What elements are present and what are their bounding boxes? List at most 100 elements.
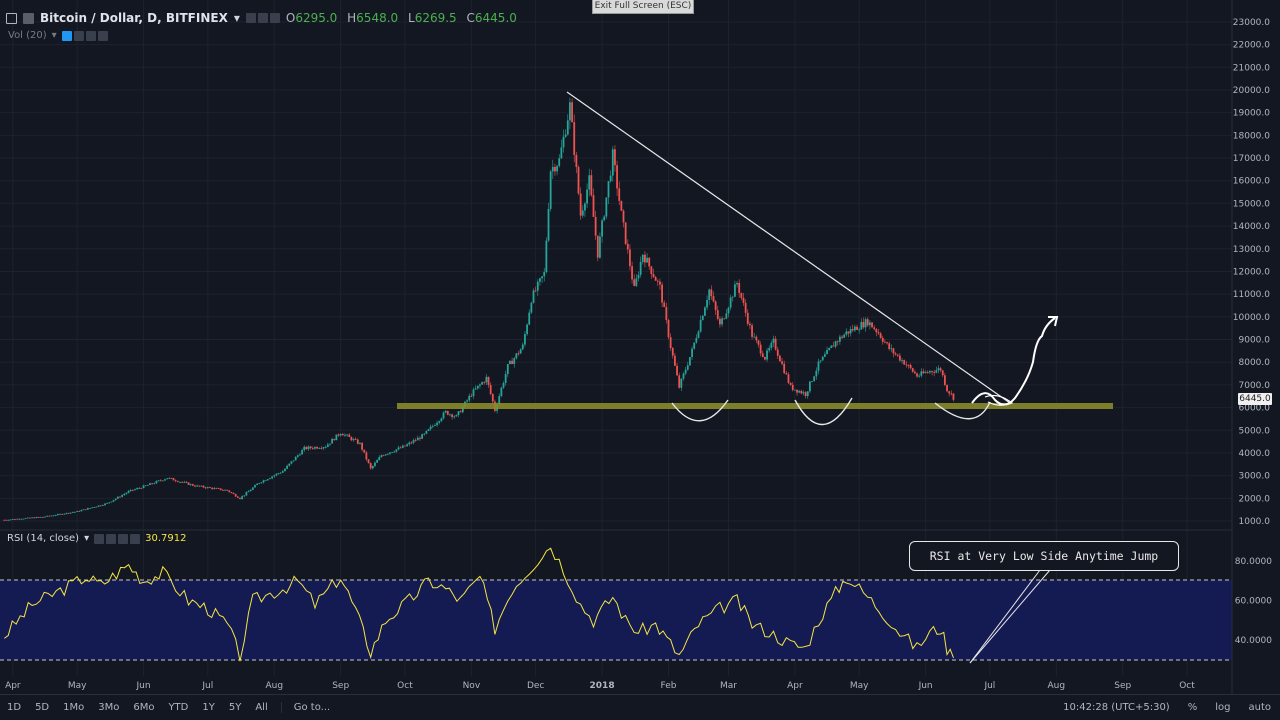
chevron-down-icon[interactable]: ▾ (51, 30, 57, 41)
ohlc-low-label: L (408, 11, 415, 25)
more-icon[interactable] (85, 30, 96, 41)
candle-body (639, 261, 642, 275)
candle-body (830, 345, 833, 349)
percent-toggle[interactable]: % (1187, 701, 1198, 713)
candle-body (504, 374, 507, 383)
candle-body (744, 302, 747, 313)
timeframe-5d[interactable]: 5D (35, 701, 50, 713)
close-icon[interactable] (130, 533, 141, 544)
candle-body (82, 509, 85, 511)
candle-body (401, 445, 404, 448)
timeframe-3mo[interactable]: 3Mo (98, 701, 120, 713)
candle-body (341, 434, 344, 436)
candle-body (536, 281, 539, 291)
chevron-down-icon[interactable]: ▾ (84, 533, 90, 544)
candle-body (461, 406, 464, 413)
eye-icon[interactable] (245, 13, 256, 23)
candle-body (419, 437, 421, 439)
ohlc-high-label: H (347, 11, 357, 25)
candle-body (753, 336, 756, 338)
candle-body (26, 517, 29, 519)
candle-body (686, 365, 689, 370)
candle-body (444, 410, 447, 413)
candle-body (474, 388, 477, 390)
candle-body (46, 515, 49, 517)
eye-icon[interactable] (61, 30, 72, 41)
candle-body (288, 463, 291, 466)
candle-body (875, 329, 878, 333)
settings-icon[interactable] (257, 13, 268, 23)
downtrend-line (566, 91, 1011, 404)
candle-body (37, 517, 40, 518)
close-icon[interactable] (97, 30, 108, 41)
candle-body (584, 203, 586, 211)
rsi-callout: RSI at Very Low Side Anytime Jump (909, 541, 1179, 571)
time-tick-label: Jul (201, 681, 213, 691)
candle-body (620, 200, 623, 211)
candle-body (815, 370, 818, 377)
checkbox-icon[interactable] (6, 12, 17, 24)
settings-icon[interactable] (73, 30, 84, 41)
candle-body (123, 493, 126, 496)
candle-body (710, 289, 713, 297)
time-tick-label: Apr (5, 681, 21, 691)
more-icon[interactable] (118, 533, 129, 544)
candle-body (911, 368, 914, 372)
candle-body (176, 481, 179, 482)
settings-icon[interactable] (106, 533, 117, 544)
time-tick-label: Sep (1114, 681, 1131, 691)
candle-body (307, 446, 310, 450)
candle-body (262, 480, 265, 483)
candle-body (622, 210, 625, 223)
candle-body (498, 395, 501, 405)
symbol-title[interactable]: Bitcoin / Dollar, D, BITFINEX (40, 11, 228, 25)
candle-body (324, 447, 327, 448)
candle-body (761, 353, 764, 357)
candle-body (395, 449, 398, 452)
candle-body (427, 429, 430, 431)
timeframe-all[interactable]: All (255, 701, 268, 713)
toolbar-right: 10:42:28 (UTC+5:30) % log auto (1054, 702, 1280, 713)
eye-icon[interactable] (94, 533, 105, 544)
timeframe-6mo[interactable]: 6Mo (133, 701, 155, 713)
candle-body (391, 452, 393, 453)
candle-body (101, 505, 104, 506)
candle-body (629, 249, 631, 267)
time-tick-label: Dec (527, 681, 544, 691)
candle-body (161, 480, 164, 482)
exit-fullscreen-button[interactable]: Exit Full Screen (ESC) (592, 0, 694, 14)
time-tick-label: May (68, 681, 87, 691)
candle-body (438, 421, 441, 423)
candle-body (935, 370, 938, 373)
candle-body (515, 353, 518, 359)
volume-label[interactable]: Vol (20) (8, 30, 47, 41)
candle-body (892, 348, 895, 354)
candle-body (183, 481, 186, 483)
timeframe-group: 1D 5D 1Mo 3Mo 6Mo YTD 1Y 5Y All (0, 702, 275, 713)
candle-body (839, 336, 841, 342)
candle-body (766, 350, 768, 360)
chevron-down-icon[interactable]: ▾ (233, 11, 240, 25)
candle-body (316, 446, 319, 449)
timeframe-1mo[interactable]: 1Mo (63, 701, 85, 713)
candle-body (110, 501, 113, 503)
goto-button[interactable]: Go to... (280, 701, 342, 713)
rsi-label[interactable]: RSI (14, close) (7, 533, 80, 544)
candle-body (320, 448, 323, 450)
timeframe-ytd[interactable]: YTD (168, 701, 189, 713)
price-tick-label: 13000.0 (1233, 245, 1270, 255)
more-icon[interactable] (269, 13, 280, 23)
timeframe-1d[interactable]: 1D (7, 701, 22, 713)
candle-body (11, 519, 14, 520)
candle-body (749, 323, 751, 326)
time-tick-label: Jul (983, 681, 995, 691)
auto-toggle[interactable]: auto (1248, 701, 1271, 713)
candle-body (275, 473, 278, 476)
timeframe-5y[interactable]: 5Y (228, 701, 242, 713)
log-toggle[interactable]: log (1215, 701, 1231, 713)
timeframe-1y[interactable]: 1Y (202, 701, 215, 713)
candle-body (269, 478, 271, 480)
candle-body (266, 479, 269, 481)
candle-body (33, 517, 36, 519)
candle-body (789, 382, 792, 385)
